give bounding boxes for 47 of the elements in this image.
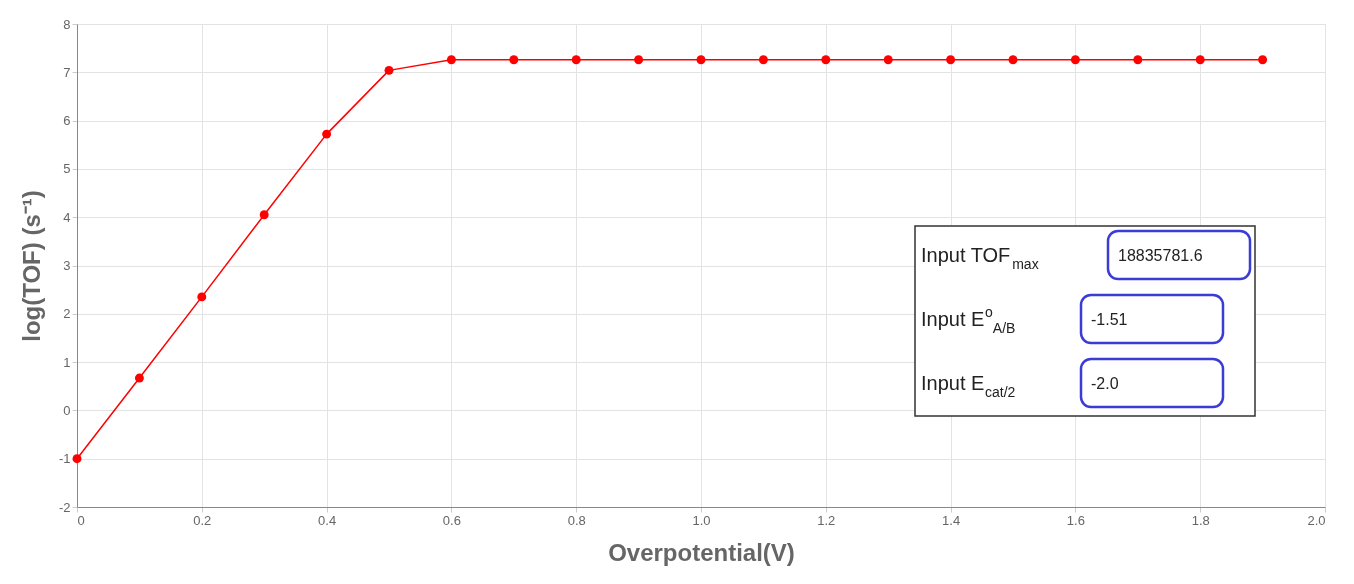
y-tick-label: 0	[63, 402, 71, 418]
annotation: 18835781.6	[1118, 247, 1203, 264]
point	[883, 55, 893, 65]
x-tick-label: 2.0	[1307, 512, 1326, 528]
y-tick-label: 4	[63, 209, 71, 225]
point	[1070, 55, 1080, 65]
point	[758, 55, 768, 65]
point	[509, 55, 519, 65]
point	[1195, 55, 1205, 65]
x-tick-label: 0.8	[567, 512, 586, 528]
point	[72, 454, 82, 464]
x-tick-label: 0.6	[442, 512, 461, 528]
y-tick-label: 3	[63, 258, 71, 273]
point	[259, 210, 269, 220]
y-tick-label: 7	[63, 64, 71, 80]
x-tick-label: 1.6	[1066, 512, 1085, 528]
point	[384, 65, 394, 75]
annotation: -1.51	[1091, 311, 1128, 328]
point	[197, 292, 207, 302]
y-tick-label: -2	[58, 499, 71, 515]
y-tick-label: 8	[63, 16, 71, 32]
point	[571, 55, 581, 65]
point	[696, 55, 706, 65]
y-tick-label: 6	[63, 113, 71, 129]
point	[1258, 55, 1268, 65]
y-tick-label: -1	[58, 451, 71, 467]
annotation: -2.0	[1091, 375, 1119, 392]
x-tick-label: 1.4	[942, 512, 961, 528]
x-axis-title: Overpotential(V)	[608, 538, 795, 566]
point	[446, 55, 456, 65]
y-tick-label: 5	[63, 161, 71, 177]
x-tick-label: 0.2	[193, 512, 212, 528]
x-tick-label: 1.8	[1191, 512, 1210, 528]
x-tick-label: 1.0	[692, 512, 711, 528]
point	[1008, 55, 1018, 65]
y-tick-label: 1	[63, 354, 71, 370]
point	[821, 55, 831, 65]
y-axis-title: log(TOF) (s⁻¹)	[17, 190, 45, 342]
point	[634, 55, 644, 65]
y-tick-label: 2	[63, 306, 71, 322]
point	[134, 373, 144, 383]
x-tick-label: 1.2	[817, 512, 836, 528]
point	[946, 55, 956, 65]
point	[1133, 55, 1143, 65]
point	[322, 129, 332, 139]
x-tick-label: 0.4	[318, 512, 337, 528]
x-tick-label: 0	[77, 512, 85, 528]
